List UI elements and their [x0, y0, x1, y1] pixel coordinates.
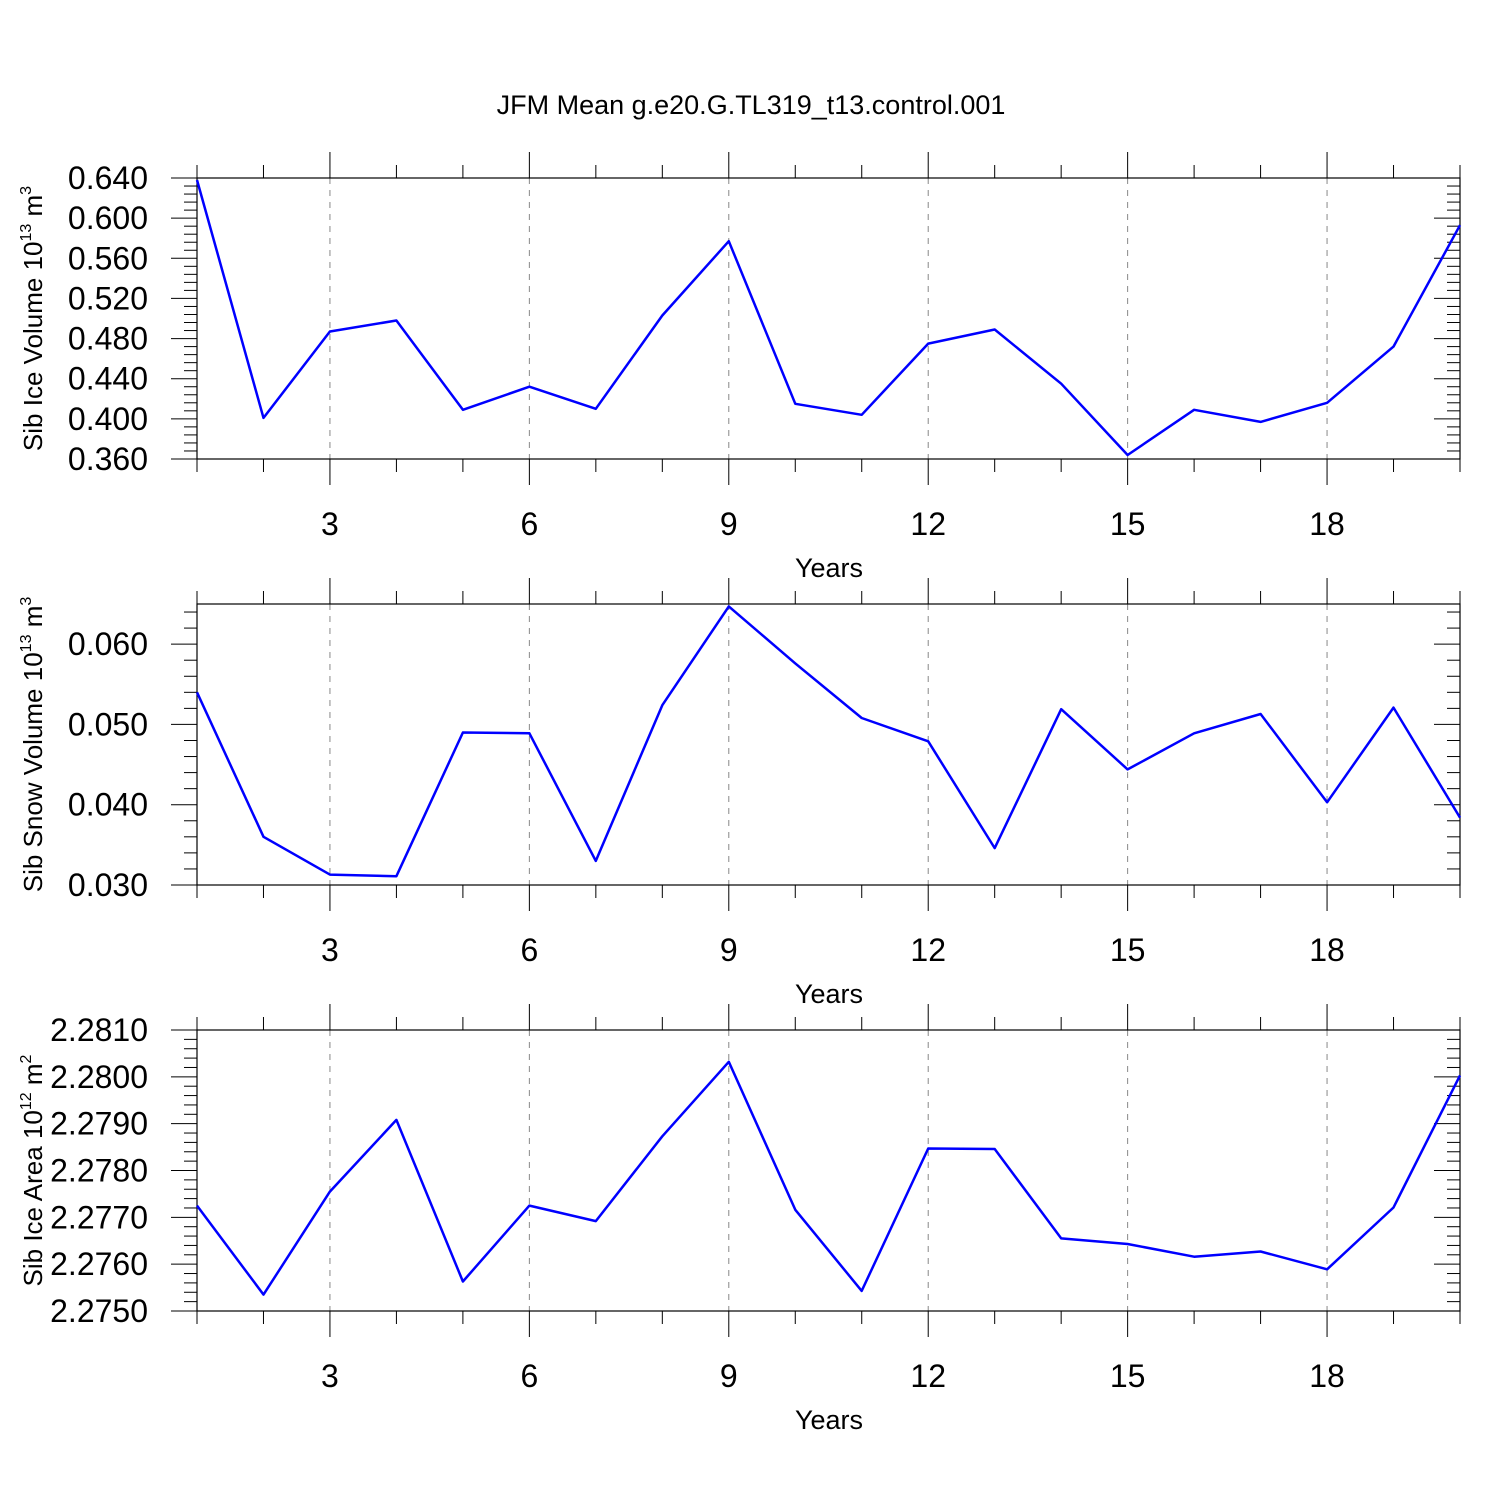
series-line-snow-volume	[195, 605, 1462, 878]
x-tick-label: 6	[520, 506, 538, 542]
y-tick-label: 2.2750	[50, 1293, 148, 1329]
y-tick-label: 2.2780	[50, 1153, 148, 1189]
x-tick-label: 6	[520, 1358, 538, 1394]
y-tick-label: 2.2760	[50, 1246, 148, 1282]
x-tick-label: 15	[1110, 1358, 1146, 1394]
series-line-ice-area	[195, 1060, 1462, 1296]
y-tick-label: 0.640	[68, 160, 148, 196]
y-tick-label: 0.030	[68, 867, 148, 903]
series-line-ice-volume	[195, 179, 1462, 457]
x-tick-label: 9	[720, 932, 738, 968]
x-axis-label: Years	[795, 1405, 863, 1435]
y-tick-label: 2.2810	[50, 1012, 148, 1048]
x-tick-label: 3	[321, 1358, 339, 1394]
y-tick-label: 0.060	[68, 626, 148, 662]
panels: 0.360 0.400 0.440 0.480 0.520 0.560 0.600 0.640…	[18, 152, 1462, 1435]
plot-frame	[196, 1029, 1461, 1312]
x-tick-label: 15	[1110, 506, 1146, 542]
x-tick-label: 12	[910, 1358, 946, 1394]
x-tick-label: 12	[910, 932, 946, 968]
y-tick-label: 0.520	[68, 280, 148, 316]
x-tick-label: 6	[520, 932, 538, 968]
y-tick-label: 2.2790	[50, 1106, 148, 1142]
y-axis-label: Sib Ice Volume 1013 m3	[18, 186, 48, 451]
y-tick-label: 0.440	[68, 361, 148, 397]
x-tick-label: 9	[720, 506, 738, 542]
x-axis-label: Years	[795, 979, 863, 1009]
x-tick-label: 12	[910, 506, 946, 542]
x-tick-label: 18	[1309, 506, 1345, 542]
y-axis-label: Sib Ice Area 1012 m2	[18, 1054, 48, 1286]
x-tick-label: 9	[720, 1358, 738, 1394]
panel-snow-volume: 0.030 0.040 0.050 0.060 3 6 9 12 15 18 Years Sib Sn…	[18, 578, 1462, 1009]
y-axis-label: Sib Snow Volume 1013 m3	[18, 597, 48, 893]
y-tick-label: 0.560	[68, 240, 148, 276]
y-tick-label: 0.600	[68, 200, 148, 236]
y-tick-label: 0.360	[68, 441, 148, 477]
plot-frame	[196, 603, 1461, 886]
x-tick-label: 3	[321, 506, 339, 542]
y-tick-label: 2.2800	[50, 1059, 148, 1095]
x-tick-label: 18	[1309, 1358, 1345, 1394]
y-tick-label: 0.480	[68, 321, 148, 357]
y-tick-label: 0.040	[68, 787, 148, 823]
x-tick-label: 3	[321, 932, 339, 968]
panel-ice-volume: 0.360 0.400 0.440 0.480 0.520 0.560 0.600 0.640…	[18, 152, 1462, 583]
panel-ice-area: 2.2750 2.2760 2.2770 2.2780 2.2790 2.2800 2.28…	[18, 1004, 1462, 1435]
plot-frame	[196, 177, 1461, 460]
chart-title: JFM Mean g.e20.G.TL319_t13.control.001	[497, 90, 1006, 120]
x-tick-label: 18	[1309, 932, 1345, 968]
x-tick-label: 15	[1110, 932, 1146, 968]
y-tick-label: 0.050	[68, 706, 148, 742]
y-tick-label: 0.400	[68, 401, 148, 437]
y-tick-label: 2.2770	[50, 1199, 148, 1235]
x-axis-label: Years	[795, 553, 863, 583]
